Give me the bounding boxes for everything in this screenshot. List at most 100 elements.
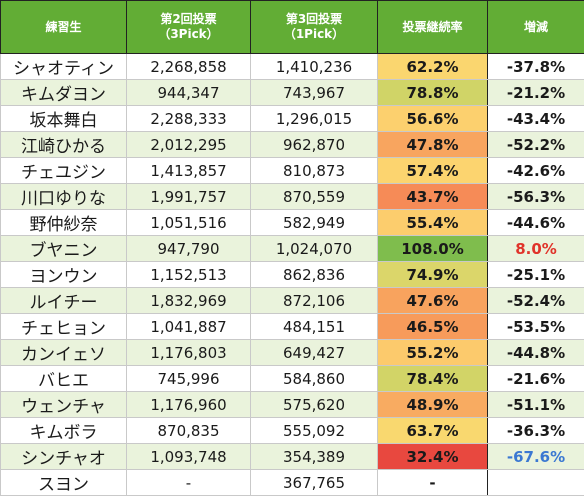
round2-votes-cell: 2,268,858 [127, 54, 251, 80]
change-cell: -42.6% [488, 158, 584, 184]
round3-votes-cell: 584,860 [251, 366, 378, 392]
round3-votes-cell: 555,092 [251, 418, 378, 444]
retention-rate-cell: 55.2% [378, 340, 488, 366]
header-trainee: 練習生 [1, 1, 127, 54]
round2-votes-cell: 870,835 [127, 418, 251, 444]
round2-votes-cell: 1,176,803 [127, 340, 251, 366]
retention-rate-cell: 78.4% [378, 366, 488, 392]
table-header: 練習生 第2回投票 （3Pick） 第3回投票 （1Pick） 投票継続率 増減 [1, 1, 584, 54]
header-round3: 第3回投票 （1Pick） [251, 1, 378, 54]
trainee-name-cell: 野仲紗奈 [1, 210, 127, 236]
change-cell: -53.5% [488, 314, 584, 340]
round3-votes-cell: 962,870 [251, 132, 378, 158]
round3-votes-cell: 354,389 [251, 444, 378, 470]
change-cell: -52.2% [488, 132, 584, 158]
trainee-name-cell: キムボラ [1, 418, 127, 444]
change-cell: -67.6% [488, 444, 584, 470]
round2-votes-cell: 947,790 [127, 236, 251, 262]
retention-rate-cell: 32.4% [378, 444, 488, 470]
trainee-name-cell: チェユジン [1, 158, 127, 184]
retention-rate-cell: 46.5% [378, 314, 488, 340]
trainee-name-cell: 坂本舞白 [1, 106, 127, 132]
round2-votes-cell: 944,347 [127, 80, 251, 106]
round2-votes-cell: 1,093,748 [127, 444, 251, 470]
trainee-name-cell: バヒエ [1, 366, 127, 392]
retention-rate-cell: 47.6% [378, 288, 488, 314]
retention-rate-cell: 63.7% [378, 418, 488, 444]
retention-rate-cell: 56.6% [378, 106, 488, 132]
change-cell [488, 470, 584, 496]
change-cell: -21.2% [488, 80, 584, 106]
round3-votes-cell: 649,427 [251, 340, 378, 366]
round3-votes-cell: 484,151 [251, 314, 378, 340]
round2-votes-cell: 1,413,857 [127, 158, 251, 184]
round3-votes-cell: 367,765 [251, 470, 378, 496]
round3-votes-cell: 1,024,070 [251, 236, 378, 262]
round3-votes-cell: 872,106 [251, 288, 378, 314]
round2-votes-cell: 1,152,513 [127, 262, 251, 288]
change-cell: -21.6% [488, 366, 584, 392]
round3-votes-cell: 862,836 [251, 262, 378, 288]
header-retention: 投票継続率 [378, 1, 488, 54]
header-change: 増減 [488, 1, 584, 54]
change-cell: -37.8% [488, 54, 584, 80]
trainee-name-cell: キムダヨン [1, 80, 127, 106]
header-round2: 第2回投票 （3Pick） [127, 1, 251, 54]
retention-rate-cell: 78.8% [378, 80, 488, 106]
round3-votes-cell: 582,949 [251, 210, 378, 236]
round2-votes-cell: 745,996 [127, 366, 251, 392]
change-cell: -44.6% [488, 210, 584, 236]
change-cell: 8.0% [488, 236, 584, 262]
round3-votes-cell: 810,873 [251, 158, 378, 184]
header-round3-title: 第3回投票 [286, 12, 342, 26]
header-round2-sub: （3Pick） [158, 27, 218, 41]
retention-rate-cell: 47.8% [378, 132, 488, 158]
header-round3-sub: （1Pick） [284, 27, 344, 41]
round2-votes-cell: 2,012,295 [127, 132, 251, 158]
change-cell: -43.4% [488, 106, 584, 132]
change-cell: -25.1% [488, 262, 584, 288]
retention-rate-cell: 48.9% [378, 392, 488, 418]
trainee-name-cell: ウェンチャ [1, 392, 127, 418]
trainee-name-cell: カンイェソ [1, 340, 127, 366]
header-row: 練習生 第2回投票 （3Pick） 第3回投票 （1Pick） 投票継続率 増減 [1, 1, 584, 54]
round2-votes-cell: - [127, 470, 251, 496]
change-cell: -56.3% [488, 184, 584, 210]
retention-rate-cell: - [378, 470, 488, 496]
retention-rate-cell: 55.4% [378, 210, 488, 236]
table-row: スヨン-367,765- [1, 470, 584, 496]
retention-rate-cell: 57.4% [378, 158, 488, 184]
retention-rate-cell: 62.2% [378, 54, 488, 80]
trainee-name-cell: チェヒョン [1, 314, 127, 340]
trainee-name-cell: シャオティン [1, 54, 127, 80]
round3-votes-cell: 1,410,236 [251, 54, 378, 80]
round2-votes-cell: 1,176,960 [127, 392, 251, 418]
trainee-name-cell: ブヤニン [1, 236, 127, 262]
change-cell: -36.3% [488, 418, 584, 444]
round3-votes-cell: 743,967 [251, 80, 378, 106]
retention-rate-cell: 74.9% [378, 262, 488, 288]
trainee-name-cell: 川口ゆりな [1, 184, 127, 210]
round3-votes-cell: 1,296,015 [251, 106, 378, 132]
round3-votes-cell: 575,620 [251, 392, 378, 418]
trainee-name-cell: シンチャオ [1, 444, 127, 470]
retention-rate-cell: 108.0% [378, 236, 488, 262]
round2-votes-cell: 1,832,969 [127, 288, 251, 314]
trainee-name-cell: 江崎ひかる [1, 132, 127, 158]
change-cell: -52.4% [488, 288, 584, 314]
change-cell: -44.8% [488, 340, 584, 366]
trainee-name-cell: ヨンウン [1, 262, 127, 288]
round2-votes-cell: 2,288,333 [127, 106, 251, 132]
round2-votes-cell: 1,051,516 [127, 210, 251, 236]
